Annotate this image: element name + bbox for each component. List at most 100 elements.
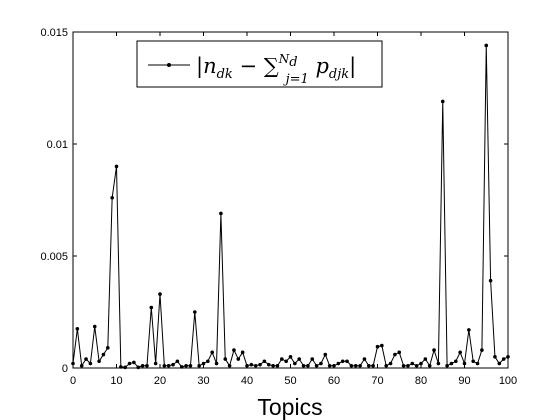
data-point (214, 361, 219, 366)
data-point (166, 363, 171, 368)
data-point (506, 355, 510, 359)
data-point (501, 357, 506, 361)
data-point (471, 359, 476, 364)
data-point (175, 359, 180, 364)
data-point (171, 362, 175, 367)
x-tick-label: 100 (499, 375, 517, 387)
data-point (75, 327, 80, 331)
data-point (79, 363, 84, 368)
data-point (293, 361, 297, 366)
data-point (427, 363, 432, 368)
data-point (393, 352, 397, 357)
data-point (497, 361, 502, 366)
data-point (184, 363, 188, 368)
data-point (319, 361, 323, 366)
data-point (467, 328, 471, 332)
data-point (336, 361, 341, 366)
data-point (436, 361, 441, 366)
data-point (349, 363, 354, 368)
data-point (353, 363, 358, 368)
data-point (271, 363, 275, 368)
data-point (227, 363, 232, 368)
legend-box (136, 40, 383, 88)
data-point (314, 363, 319, 368)
series-line (72, 45, 509, 368)
y-tick-label: 0.015 (40, 27, 68, 39)
data-point (454, 359, 458, 364)
data-point (149, 305, 154, 310)
x-tick-label: 0 (70, 375, 76, 387)
data-point (136, 365, 141, 370)
x-tick-label: 50 (284, 375, 296, 387)
data-point (219, 211, 223, 216)
data-point (445, 363, 449, 368)
x-tick-label: 40 (241, 375, 253, 387)
data-point (232, 348, 236, 352)
y-tick-label: 0.01 (47, 139, 68, 151)
data-point (340, 359, 345, 364)
data-point (119, 365, 123, 369)
data-point (240, 350, 245, 355)
data-point (84, 357, 88, 361)
data-point (201, 361, 206, 366)
data-point (488, 278, 493, 283)
data-point (484, 43, 489, 48)
data-point (140, 363, 145, 368)
data-point (262, 359, 267, 364)
data-point (158, 292, 162, 296)
data-point (297, 357, 302, 361)
data-point (145, 363, 149, 368)
data-point (371, 363, 375, 368)
data-point (275, 363, 280, 368)
data-point (188, 363, 193, 368)
data-point (419, 361, 423, 366)
data-point (375, 344, 380, 349)
data-point (88, 361, 93, 366)
data-point (380, 343, 384, 348)
tick-labels: 0 10 20 30 40 50 60 70 80 90 100 0 0.005 0.01 0.015 (40, 27, 517, 387)
data-point (162, 363, 167, 368)
y-tick-label: 0.005 (40, 251, 68, 263)
x-tick-label: 20 (154, 375, 166, 387)
data-point (132, 360, 136, 365)
data-point (414, 363, 419, 368)
data-point (249, 362, 254, 367)
data-point (367, 363, 371, 368)
data-point (236, 357, 241, 361)
data-point (245, 363, 249, 368)
data-point (110, 195, 114, 200)
data-point (106, 346, 110, 350)
data-point (197, 363, 201, 368)
data-point (310, 357, 315, 361)
data-point (406, 363, 410, 368)
data-point (332, 363, 336, 368)
data-point (440, 99, 445, 104)
data-point (127, 361, 132, 366)
x-tick-label: 60 (328, 375, 340, 387)
data-point (423, 357, 428, 361)
series-markers (71, 43, 510, 370)
x-tick-label: 90 (458, 375, 470, 387)
y-tick-label: 0 (62, 363, 68, 375)
data-point (493, 355, 497, 359)
data-point (280, 357, 284, 361)
data-point (401, 363, 406, 368)
data-point (458, 350, 462, 355)
data-point (266, 362, 271, 367)
data-point (179, 365, 184, 369)
data-point (71, 361, 75, 366)
data-point (384, 363, 389, 368)
data-point (210, 350, 214, 355)
data-point (301, 363, 306, 368)
data-point (123, 365, 127, 370)
data-point (258, 362, 262, 367)
data-point (193, 310, 197, 314)
data-point (362, 357, 367, 361)
data-point (432, 348, 436, 352)
legend-marker-sample (167, 63, 171, 67)
data-point (101, 352, 106, 357)
data-point (114, 164, 119, 169)
data-point (284, 359, 288, 364)
data-point (480, 348, 484, 352)
